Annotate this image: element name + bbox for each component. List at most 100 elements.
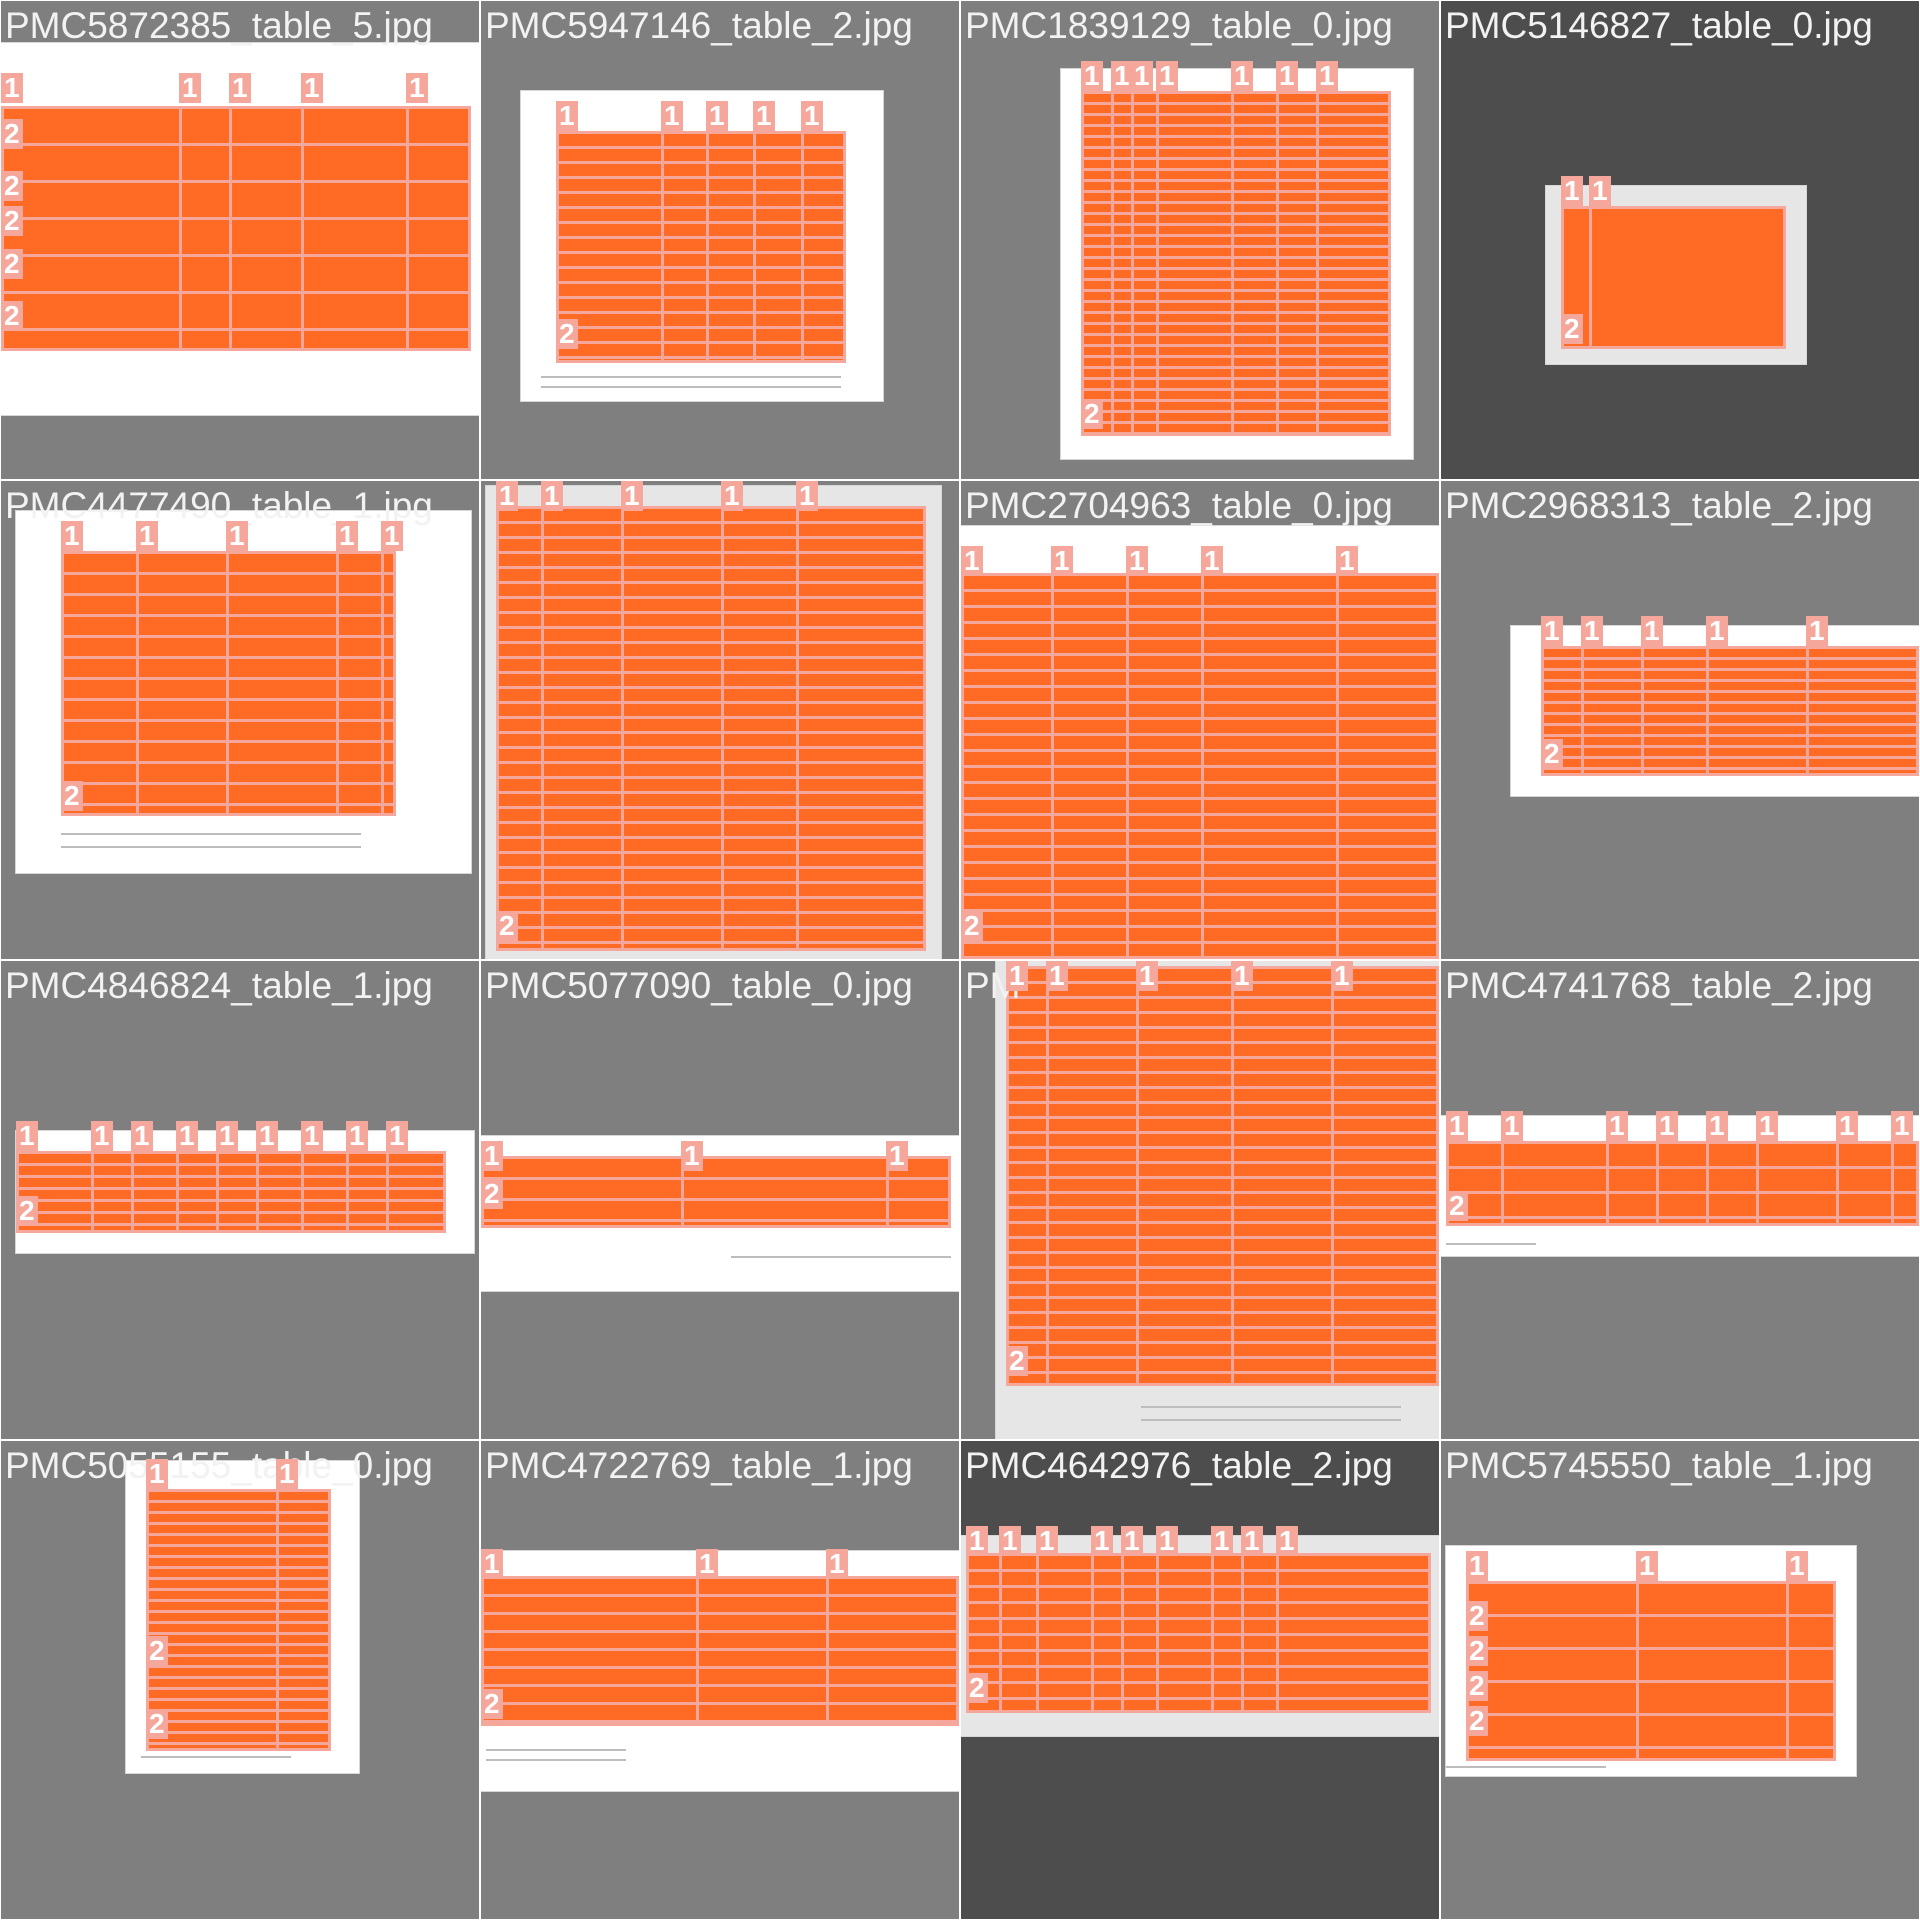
column-marker: 1 [1589, 176, 1611, 206]
tile-8[interactable]: PMC2968313_table_2.jpg 1 1 1 1 1 2 [1441, 481, 1919, 959]
column-divider [753, 131, 756, 363]
tile-16[interactable]: PMC5745550_table_1.jpg 1 1 1 2 2 2 2 [1441, 1441, 1919, 1919]
column-divider [256, 1151, 259, 1233]
column-divider [1636, 1581, 1639, 1761]
column-marker: 1 [1501, 1111, 1523, 1141]
tile-1[interactable]: PMC5872385_table_5.jpg 1 1 1 1 1 2 2 2 2… [1, 1, 479, 479]
column-marker: 1 [16, 1121, 38, 1151]
table-region [496, 506, 926, 951]
column-marker: 1 [1156, 61, 1178, 91]
tile-2[interactable]: PMC5947146_table_2.jpg 1 1 1 1 1 2 [481, 1, 959, 479]
column-divider [1126, 573, 1129, 959]
table-region [1081, 91, 1391, 436]
row-marker: 2 [1466, 1706, 1488, 1736]
column-marker: 1 [1036, 1526, 1058, 1556]
column-marker: 1 [1891, 1111, 1913, 1141]
column-marker: 1 [556, 101, 578, 131]
column-divider [886, 1156, 889, 1228]
row-marker: 2 [1006, 1346, 1028, 1376]
column-marker: 1 [1156, 1526, 1178, 1556]
column-divider [1276, 91, 1279, 436]
column-divider [1316, 91, 1319, 436]
column-marker: 1 [131, 1121, 153, 1151]
column-divider [229, 106, 232, 351]
row-marker: 2 [1, 206, 23, 236]
row-marker: 2 [1446, 1191, 1468, 1221]
column-marker: 1 [216, 1121, 238, 1151]
column-divider [1706, 1141, 1709, 1226]
tile-title: PMC2704963_table_0.jpg [965, 485, 1393, 526]
column-marker: 1 [1786, 1551, 1808, 1581]
table-region [966, 1553, 1431, 1713]
column-marker: 1 [1641, 616, 1663, 646]
tile-6[interactable]: 1 1 1 1 1 2 [481, 481, 959, 959]
column-marker: 1 [179, 73, 201, 103]
tile-11[interactable]: PM 1 1 1 1 1 2 [961, 961, 1439, 1439]
column-marker: 1 [681, 1141, 703, 1171]
column-divider [1331, 966, 1334, 1386]
column-marker: 1 [1126, 546, 1148, 576]
column-divider [381, 551, 384, 816]
row-marker: 2 [1, 301, 23, 331]
column-marker: 1 [999, 1526, 1021, 1556]
table-region [481, 1576, 959, 1726]
column-marker: 1 [1136, 961, 1158, 991]
caption-line [1141, 1406, 1401, 1408]
column-divider [661, 131, 664, 363]
column-marker: 1 [1466, 1551, 1488, 1581]
column-marker: 1 [346, 1121, 368, 1151]
tile-title: PMC4722769_table_1.jpg [485, 1445, 913, 1486]
column-divider [1156, 1553, 1159, 1713]
row-marker: 2 [146, 1709, 168, 1739]
row-marker: 2 [1466, 1671, 1488, 1701]
caption-line [1446, 1766, 1606, 1768]
column-marker: 1 [1111, 61, 1133, 91]
tile-7[interactable]: PMC2704963_table_0.jpg 1 1 1 1 1 2 [961, 481, 1439, 959]
column-divider [1891, 1141, 1894, 1226]
column-divider [1641, 646, 1644, 776]
tile-9[interactable]: PMC4846824_table_1.jpg 1 1 1 1 1 1 1 1 1… [1, 961, 479, 1439]
tile-10[interactable]: PMC5077090_table_0.jpg 1 1 1 2 [481, 961, 959, 1439]
column-divider [336, 551, 339, 816]
column-marker: 1 [381, 521, 403, 551]
column-divider [1336, 573, 1339, 959]
caption-line [1141, 1419, 1401, 1421]
column-divider [721, 506, 724, 951]
column-divider [176, 1151, 179, 1233]
column-marker: 1 [386, 1121, 408, 1151]
tile-14[interactable]: PMC4722769_table_1.jpg 1 1 1 2 [481, 1441, 959, 1919]
column-marker: 1 [301, 1121, 323, 1151]
column-divider [1836, 1141, 1839, 1226]
tile-12[interactable]: PMC4741768_table_2.jpg 1 1 1 1 1 1 1 1 2 [1441, 961, 1919, 1439]
tile-title: PMC5077090_table_0.jpg [485, 965, 913, 1006]
column-divider [1156, 91, 1159, 436]
column-marker: 1 [1446, 1111, 1468, 1141]
row-marker: 2 [966, 1673, 988, 1703]
tile-title: PMC4741768_table_2.jpg [1445, 965, 1873, 1006]
caption-line [141, 1756, 291, 1758]
column-divider [1121, 1553, 1124, 1713]
table-region [481, 1156, 951, 1228]
tile-5[interactable]: PMC4477490_table_1.jpg 1 1 1 1 1 2 [1, 481, 479, 959]
tile-13[interactable]: PMC5055155_table_0.jpg 1 1 2 2 [1, 1441, 479, 1919]
column-marker: 1 [276, 1459, 298, 1489]
column-marker: 1 [753, 101, 775, 131]
caption-line [1446, 1243, 1536, 1245]
column-divider [1706, 646, 1709, 776]
column-marker: 1 [1091, 1526, 1113, 1556]
table-region [556, 131, 846, 363]
column-marker: 1 [1561, 176, 1583, 206]
tile-15[interactable]: PMC4642976_table_2.jpg 1 1 1 1 1 1 1 1 1… [961, 1441, 1439, 1919]
column-divider [216, 1151, 219, 1233]
caption-line [486, 1749, 626, 1751]
column-marker: 1 [1656, 1111, 1678, 1141]
tile-4[interactable]: PMC5146827_table_0.jpg 1 1 2 [1441, 1, 1919, 479]
column-marker: 1 [1131, 61, 1153, 91]
tile-3[interactable]: PMC1839129_table_0.jpg 1 1 1 1 1 1 1 2 [961, 1, 1439, 479]
column-divider [1656, 1141, 1659, 1226]
column-divider [1201, 573, 1204, 959]
column-marker: 1 [146, 1459, 168, 1489]
row-marker: 2 [1081, 399, 1103, 429]
column-divider [1131, 91, 1134, 436]
